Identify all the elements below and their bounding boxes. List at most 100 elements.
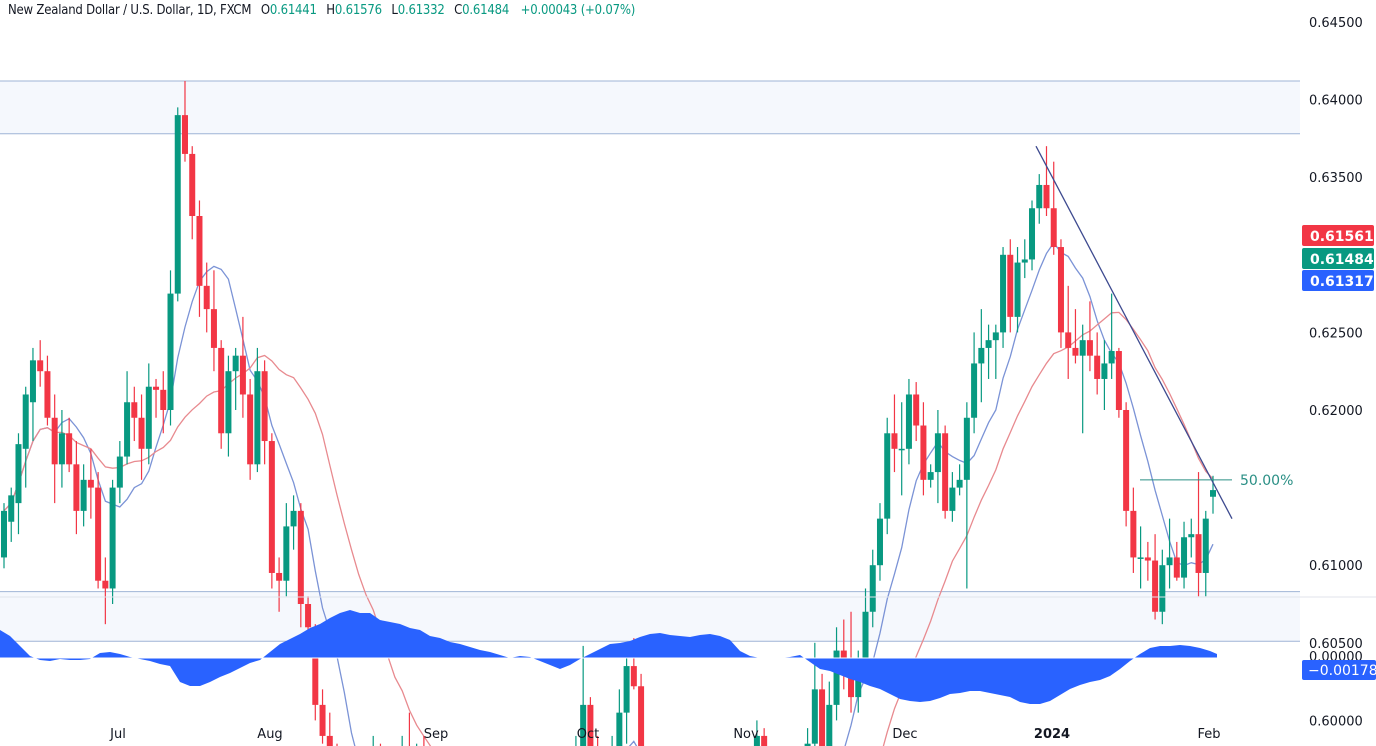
candle-body (29, 360, 36, 403)
open-label: O (260, 3, 270, 18)
candle-body (1036, 184, 1043, 209)
candle-body (811, 689, 818, 744)
candle-body (587, 704, 594, 746)
candle-body (1050, 208, 1057, 248)
candle-body (102, 580, 109, 589)
candle-body (905, 394, 912, 449)
candle-body (73, 464, 80, 511)
high-label: H (326, 3, 335, 18)
candle-body (949, 487, 956, 511)
candle-body (1021, 259, 1028, 263)
candle-body (44, 371, 51, 418)
price-tick-label: 0.62000 (1309, 404, 1363, 419)
candle-body (1108, 351, 1115, 364)
candle-body (819, 689, 826, 746)
candle-body (261, 371, 268, 442)
candle-body (254, 371, 261, 465)
price-badge (1302, 225, 1374, 246)
candle-body (1166, 557, 1173, 566)
candle-body (326, 735, 333, 746)
candle-body (638, 686, 645, 746)
time-tick-label: Dec (892, 727, 917, 742)
candle-body (840, 650, 847, 659)
trendline-drawing[interactable] (1035, 145, 1233, 519)
price-badge (1302, 270, 1374, 291)
price-axis-badges: 0.61561 0.61484 0.61317 (1302, 225, 1374, 291)
candle-body (862, 611, 869, 659)
zone-fill (0, 80, 1300, 134)
candle-body (312, 627, 319, 705)
candle-body (876, 518, 883, 566)
candle-body (80, 479, 87, 511)
candle-body (196, 216, 203, 286)
time-axis[interactable]: Jul Aug Sep Oct Nov Dec 2024 Feb (109, 727, 1220, 742)
downtrend-line[interactable] (1035, 145, 1233, 519)
candle-body (203, 285, 210, 310)
candle-body (1086, 340, 1093, 356)
candle-body (109, 487, 116, 589)
candle-body (1079, 340, 1086, 356)
price-badge-text: 0.61561 (1310, 229, 1374, 245)
candle-body (1195, 534, 1202, 573)
candle-body (1065, 332, 1072, 348)
time-tick-label: Oct (577, 727, 599, 742)
candle-body (232, 355, 239, 372)
candle-body (826, 704, 833, 746)
candle-body (124, 402, 131, 457)
candle-body (884, 433, 891, 519)
close-value: 0.61484 (462, 3, 510, 18)
price-tick-label: 0.63500 (1309, 171, 1363, 186)
candle-body (1, 510, 7, 558)
candle-body (630, 666, 637, 687)
fib-retracement-drawing[interactable]: 50.00% (1140, 473, 1293, 489)
oscillator-pane (0, 610, 1217, 704)
price-tick-label: 0.60500 (1309, 637, 1363, 652)
candle-body (22, 394, 29, 449)
open-value: 0.61441 (269, 3, 317, 18)
candle-body (934, 433, 941, 473)
candle-body (761, 735, 768, 746)
candle-body (1043, 184, 1050, 209)
price-tick-label: 0.61000 (1309, 559, 1363, 574)
symbol-title: New Zealand Dollar / U.S. Dollar, 1D, FX… (8, 3, 252, 18)
candle-body (1057, 247, 1064, 333)
support-resistance-zones (0, 80, 1300, 642)
candle-body (247, 394, 254, 465)
candle-body (833, 650, 840, 705)
candle-body (804, 743, 811, 746)
candle-body (913, 394, 920, 426)
price-axis[interactable]: 0.645000.640000.635000.630000.625000.620… (1309, 16, 1363, 746)
oscillator-value-text: −0.00178 (1308, 663, 1376, 679)
candle-body (189, 153, 196, 216)
time-tick-label: 2024 (1034, 727, 1070, 742)
candle-body (305, 604, 312, 628)
ma-fast-line (3, 241, 1214, 746)
candle-body (616, 712, 623, 746)
candle-body (8, 495, 15, 522)
candle-body (623, 666, 630, 713)
candle-body (1094, 355, 1101, 379)
candle-body (51, 417, 58, 465)
low-value: 0.61332 (397, 3, 445, 18)
time-tick-label: Nov (733, 727, 759, 742)
candle-body (985, 340, 992, 348)
moving-averages (3, 241, 1214, 746)
candle-body (1137, 557, 1144, 559)
candle-body (145, 386, 152, 449)
candle-body (920, 425, 927, 480)
candle-body (978, 347, 985, 364)
candle-body (174, 115, 181, 294)
oscillator-axis[interactable]: 0.00000 −0.00178 (1302, 650, 1376, 680)
time-tick-label: Sep (424, 727, 449, 742)
price-tick-label: 0.60000 (1309, 714, 1363, 729)
candle-body (210, 309, 217, 348)
time-tick-label: Feb (1197, 727, 1220, 742)
candle-body (153, 386, 160, 390)
candle-body (1188, 534, 1195, 538)
candle-body (138, 417, 145, 449)
price-tick-label: 0.62500 (1309, 326, 1363, 341)
candle-body (66, 433, 73, 465)
high-value: 0.61576 (334, 3, 382, 18)
oscillator-area (0, 610, 1217, 704)
